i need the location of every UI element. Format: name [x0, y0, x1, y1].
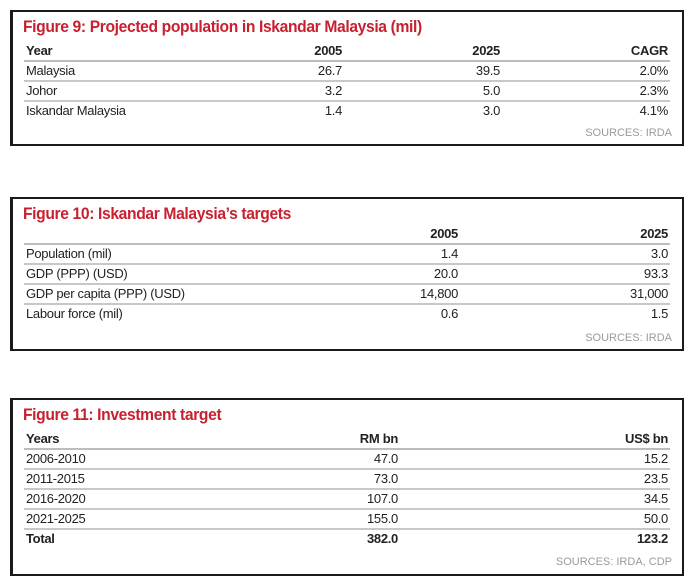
table-row: Malaysia 26.7 39.5 2.0% [24, 62, 670, 82]
cell-value: 20.0 [433, 266, 458, 281]
cell-value: 2.0% [639, 63, 669, 78]
cell-value: 1.4 [440, 246, 458, 261]
cell-value: 2005 [314, 43, 342, 58]
table-row: GDP (PPP) (USD) 20.0 93.3 [24, 265, 670, 285]
cell-value: US$ bn [625, 431, 668, 446]
cell-value: 155.0 [366, 511, 398, 526]
row-label: GDP per capita (PPP) (USD) [26, 286, 185, 301]
cell-value: 4.1% [639, 103, 669, 118]
row-label: Population (mil) [26, 246, 112, 261]
table-row: 2006-2010 47.0 15.2 [24, 450, 670, 470]
table-row: Johor 3.2 5.0 2.3% [24, 82, 670, 102]
cell-value: 2.3% [639, 83, 669, 98]
row-label: Year [26, 43, 53, 58]
header-row: Years RM bn US$ bn [24, 430, 670, 450]
cell-value: 14,800 [420, 286, 458, 301]
cell-value: 26.7 [317, 63, 342, 78]
table-row: 2016-2020 107.0 34.5 [24, 490, 670, 510]
cell-value: 39.5 [475, 63, 500, 78]
cell-value: 3.2 [324, 83, 342, 98]
row-label: Years [26, 431, 60, 446]
table-row: Population (mil) 1.4 3.0 [24, 245, 670, 265]
figure-11-panel: Figure 11: Investment target Years RM bn US… [10, 398, 684, 576]
header-row: Year 2005 2025 CAGR [24, 42, 670, 62]
cell-value: 107.0 [366, 491, 398, 506]
row-label: GDP (PPP) (USD) [26, 266, 128, 281]
figure-9-panel: Figure 9: Projected population in Iskand… [10, 10, 684, 146]
table-row: GDP per capita (PPP) (USD) 14,800 31,000 [24, 285, 670, 305]
row-label: 2011-2015 [26, 471, 85, 486]
figure-title: Figure 11: Investment target [23, 405, 222, 424]
table-row: Total 382.0 123.2 [24, 530, 670, 548]
cell-value: 34.5 [643, 491, 668, 506]
row-label: Labour force (mil) [26, 306, 123, 321]
cell-value: 2025 [640, 226, 668, 241]
row-label: 2006-2010 [26, 451, 86, 466]
row-label: 2021-2025 [26, 511, 86, 526]
figure-10-panel: Figure 10: Iskandar Malaysia’s targets 20… [10, 197, 684, 351]
row-label: Total [26, 531, 55, 546]
cell-value: 1.4 [324, 103, 342, 118]
cell-value: 3.0 [650, 246, 668, 261]
cell-value: 23.5 [643, 471, 668, 486]
cell-value: 2005 [430, 226, 458, 241]
figure-title: Figure 10: Iskandar Malaysia’s targets [23, 204, 291, 223]
cell-value: 382.0 [366, 531, 398, 546]
cell-value: 0.6 [440, 306, 458, 321]
cell-value: 50.0 [643, 511, 668, 526]
data-table: Years RM bn US$ bn 2006-2010 47.0 15.2 2011-20… [24, 430, 670, 548]
table-row: 2011-2015 73.0 23.5 [24, 470, 670, 490]
cell-value: RM bn [359, 431, 399, 446]
table-row: Iskandar Malaysia 1.4 3.0 4.1% [24, 102, 670, 120]
source-note: SOURCES: IRDA, CDP [555, 556, 672, 568]
table-row: Labour force (mil) 0.6 1.5 [24, 305, 670, 323]
cell-value: 5.0 [482, 83, 500, 98]
row-label: Johor [26, 83, 58, 98]
data-table: Year 2005 2025 CAGR Malaysia 26.7 39.5 2.0% Joho… [24, 42, 670, 120]
cell-value: 15.2 [643, 451, 668, 466]
cell-value: 93.3 [643, 266, 668, 281]
data-table: 2005 2025 Population (mil) 1.4 3.0 GDP (PPP) … [24, 225, 670, 323]
cell-value: 31,000 [630, 286, 668, 301]
table-row: 2021-2025 155.0 50.0 [24, 510, 670, 530]
cell-value: 123.2 [636, 531, 668, 546]
cell-value: 73.0 [373, 471, 398, 486]
source-note: SOURCES: IRDA [585, 332, 672, 344]
cell-value: 2025 [472, 43, 500, 58]
source-note: SOURCES: IRDA [585, 127, 672, 139]
cell-value: 1.5 [650, 306, 668, 321]
cell-value: CAGR [630, 43, 668, 58]
row-label: Malaysia [26, 63, 75, 78]
row-label: 2016-2020 [26, 491, 86, 506]
cell-value: 3.0 [482, 103, 500, 118]
header-row: 2005 2025 [24, 225, 670, 245]
cell-value: 47.0 [373, 451, 398, 466]
figure-title: Figure 9: Projected population in Iskand… [23, 17, 422, 36]
row-label: Iskandar Malaysia [26, 103, 126, 118]
